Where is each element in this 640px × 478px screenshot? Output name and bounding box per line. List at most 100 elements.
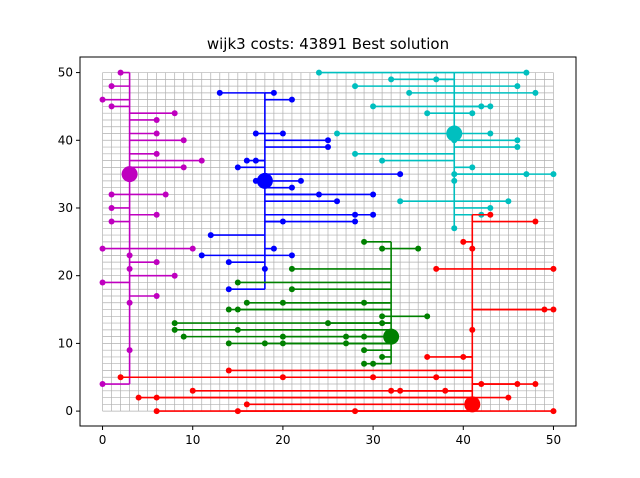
- house-point: [297, 177, 304, 184]
- house-point: [397, 198, 404, 205]
- house-point: [252, 157, 259, 164]
- house-point: [487, 204, 494, 211]
- house-point: [406, 89, 413, 96]
- house-point: [361, 347, 368, 354]
- house-point: [352, 408, 359, 415]
- house-point: [541, 306, 548, 313]
- series-group: [198, 89, 404, 293]
- axes: 0 10 20 30 40 50 0 10 20 30 40 50: [58, 66, 561, 447]
- house-point: [180, 164, 187, 171]
- house-point: [343, 340, 350, 347]
- house-point: [469, 326, 476, 333]
- house-point: [162, 191, 169, 198]
- house-point: [225, 340, 232, 347]
- house-point: [207, 232, 214, 239]
- series-group: [315, 69, 557, 232]
- y-tick-label: 40: [58, 133, 73, 147]
- house-point: [334, 130, 341, 137]
- house-point: [433, 76, 440, 83]
- house-point: [361, 299, 368, 306]
- house-point: [270, 245, 277, 252]
- house-point: [153, 394, 160, 401]
- house-point: [370, 103, 377, 110]
- house-point: [370, 211, 377, 218]
- house-point: [126, 347, 133, 354]
- battery-point: [256, 172, 273, 189]
- house-point: [379, 353, 386, 360]
- x-tick-label: 50: [546, 433, 561, 447]
- house-point: [288, 265, 295, 272]
- house-point: [451, 171, 458, 178]
- house-point: [126, 299, 133, 306]
- x-tick-label: 30: [365, 433, 380, 447]
- house-point: [99, 279, 106, 286]
- house-point: [216, 89, 223, 96]
- house-point: [487, 103, 494, 110]
- house-point: [379, 245, 386, 252]
- house-point: [451, 177, 458, 184]
- house-point: [352, 211, 359, 218]
- house-point: [424, 313, 431, 320]
- house-point: [532, 218, 539, 225]
- house-point: [550, 408, 557, 415]
- house-point: [379, 157, 386, 164]
- house-point: [126, 252, 133, 259]
- house-point: [388, 387, 395, 394]
- house-point: [153, 130, 160, 137]
- house-point: [397, 387, 404, 394]
- house-point: [469, 164, 476, 171]
- house-point: [243, 299, 250, 306]
- house-point: [108, 204, 115, 211]
- house-point: [153, 259, 160, 266]
- y-tick-label: 0: [65, 404, 73, 418]
- chart-title: wijk3 costs: 43891 Best solution: [207, 35, 449, 53]
- house-point: [361, 360, 368, 367]
- house-point: [532, 89, 539, 96]
- house-point: [153, 211, 160, 218]
- house-point: [261, 340, 268, 347]
- house-point: [279, 299, 286, 306]
- house-point: [234, 326, 241, 333]
- x-tick-label: 20: [275, 433, 290, 447]
- house-point: [117, 69, 124, 76]
- house-point: [487, 130, 494, 137]
- battery-point: [464, 396, 481, 413]
- house-point: [108, 103, 115, 110]
- house-point: [433, 374, 440, 381]
- house-point: [288, 252, 295, 259]
- house-point: [99, 96, 106, 103]
- house-point: [279, 218, 286, 225]
- house-point: [225, 286, 232, 293]
- house-point: [225, 306, 232, 313]
- house-point: [180, 333, 187, 340]
- y-tick-label: 50: [58, 66, 73, 80]
- house-point: [514, 381, 521, 388]
- house-point: [478, 381, 485, 388]
- x-tick-label: 10: [185, 433, 200, 447]
- x-tick-label: 40: [456, 433, 471, 447]
- series-group: [99, 69, 205, 388]
- house-point: [550, 265, 557, 272]
- house-point: [126, 265, 133, 272]
- house-point: [279, 374, 286, 381]
- house-point: [532, 381, 539, 388]
- house-point: [325, 320, 331, 327]
- house-point: [153, 293, 160, 300]
- house-point: [189, 387, 196, 394]
- house-point: [117, 374, 124, 381]
- house-point: [108, 83, 115, 90]
- series-layer: [99, 69, 557, 415]
- house-point: [352, 150, 359, 157]
- house-point: [198, 157, 205, 164]
- house-point: [279, 333, 286, 340]
- house-point: [198, 252, 205, 259]
- house-point: [523, 171, 530, 178]
- house-point: [270, 89, 277, 96]
- house-point: [225, 259, 232, 266]
- house-point: [234, 164, 241, 171]
- house-point: [361, 238, 368, 245]
- house-point: [325, 137, 331, 144]
- house-point: [288, 286, 295, 293]
- house-point: [288, 184, 295, 191]
